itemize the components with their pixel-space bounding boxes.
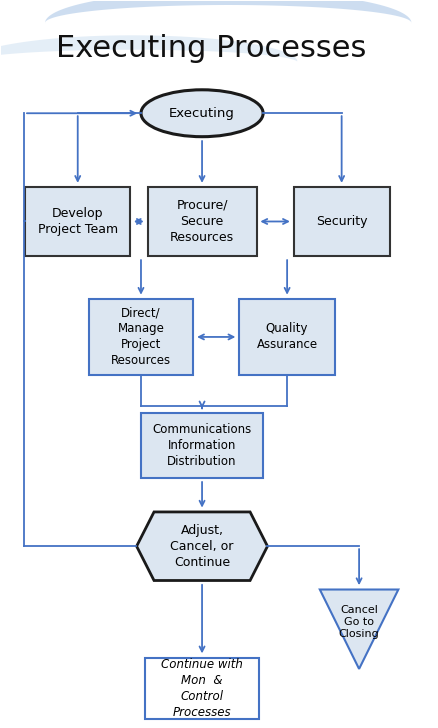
FancyBboxPatch shape xyxy=(25,187,130,256)
Text: Executing: Executing xyxy=(169,107,234,119)
Text: Procure/
Secure
Resources: Procure/ Secure Resources xyxy=(170,199,233,244)
Polygon shape xyxy=(136,512,267,580)
Text: Direct/
Manage
Project
Resources: Direct/ Manage Project Resources xyxy=(111,306,171,368)
FancyBboxPatch shape xyxy=(88,299,193,375)
Text: Communications
Information
Distribution: Communications Information Distribution xyxy=(152,423,251,467)
Text: Cancel
Go to
Closing: Cancel Go to Closing xyxy=(338,604,378,639)
PathPatch shape xyxy=(45,0,410,23)
FancyBboxPatch shape xyxy=(147,187,256,256)
Polygon shape xyxy=(319,590,397,669)
PathPatch shape xyxy=(0,35,297,63)
FancyBboxPatch shape xyxy=(145,657,258,719)
Text: Continue with
Mon  &
Control
Processes: Continue with Mon & Control Processes xyxy=(161,658,243,719)
FancyBboxPatch shape xyxy=(141,413,262,478)
Text: Executing Processes: Executing Processes xyxy=(56,33,365,63)
FancyBboxPatch shape xyxy=(293,187,389,256)
Text: Quality
Assurance: Quality Assurance xyxy=(256,323,317,352)
Text: Security: Security xyxy=(315,215,367,228)
FancyBboxPatch shape xyxy=(239,299,334,375)
Text: Develop
Project Team: Develop Project Team xyxy=(38,207,117,236)
Ellipse shape xyxy=(141,90,262,137)
Text: Adjust,
Cancel, or
Continue: Adjust, Cancel, or Continue xyxy=(170,523,233,569)
